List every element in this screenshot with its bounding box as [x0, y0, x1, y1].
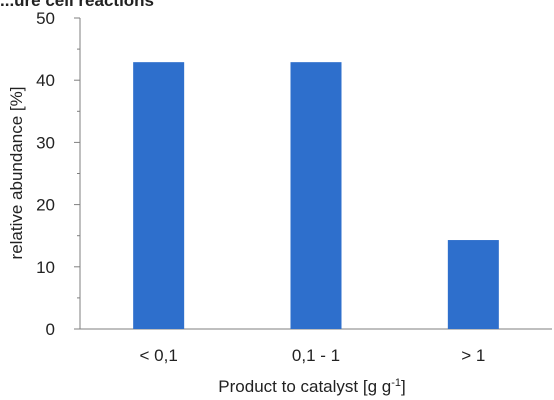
x-axis-title-superscript: -1 [391, 377, 401, 389]
x-axis-title-suffix: ] [401, 377, 406, 396]
plot-area: 0 10 20 30 40 50 < 0,1 0,1 - 1 > 1 [36, 9, 552, 365]
bar-1 [133, 62, 185, 330]
y-axis-title: relative abundance [%] [7, 87, 26, 260]
x-axis-title-main: Product to catalyst [g g [218, 377, 391, 396]
x-tick-label: > 1 [461, 346, 485, 365]
x-tick-label: < 0,1 [140, 346, 178, 365]
y-tick-label: 40 [36, 71, 55, 90]
x-axis-title: Product to catalyst [g g-1] [218, 377, 405, 396]
x-tick-label: 0,1 - 1 [292, 346, 340, 365]
y-tick-label: 0 [46, 320, 55, 339]
bar-2 [290, 62, 342, 330]
y-tick-label: 30 [36, 133, 55, 152]
y-tick-label: 10 [36, 258, 55, 277]
chart-title: ...ure cell reactions [0, 0, 154, 10]
bar-3 [447, 240, 499, 329]
y-tick-label: 20 [36, 196, 55, 215]
y-tick-label: 50 [36, 9, 55, 28]
